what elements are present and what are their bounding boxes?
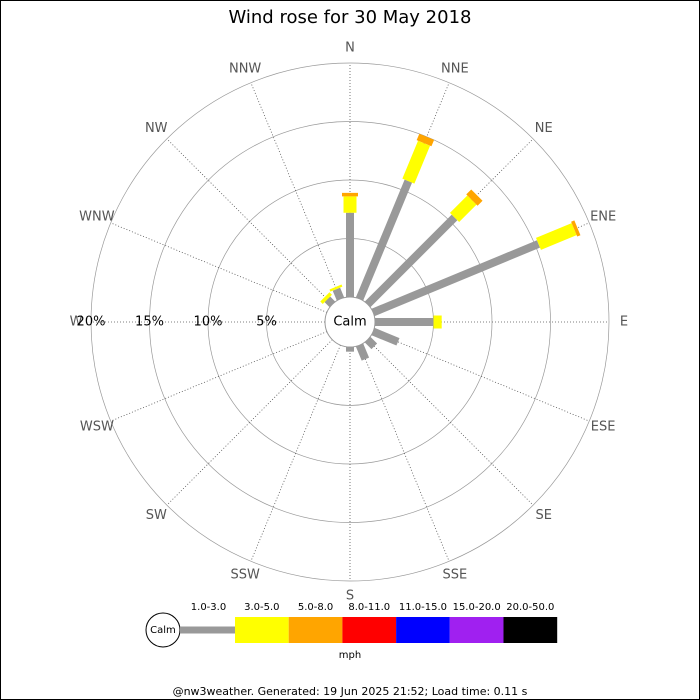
ring-label: 5%	[256, 315, 277, 330]
radial-line	[250, 344, 341, 562]
legend-swatch	[396, 617, 450, 643]
wind-segment	[332, 287, 345, 301]
wind-segment	[346, 347, 354, 352]
direction-label: NNW	[229, 61, 261, 76]
radial-line	[110, 331, 328, 422]
ring-label: 10%	[194, 315, 223, 330]
wind-segment	[364, 214, 458, 308]
wind-segment	[433, 315, 442, 329]
direction-label: NNE	[441, 61, 469, 76]
legend-label: 1.0-3.0	[191, 602, 226, 613]
radial-line	[250, 82, 341, 300]
radial-line	[372, 331, 590, 422]
radial-line	[110, 222, 328, 313]
direction-label: SW	[146, 508, 167, 523]
wind-segment	[346, 212, 354, 297]
wind-segment	[371, 327, 400, 346]
wind-segment	[535, 223, 577, 250]
direction-label: S	[346, 589, 354, 604]
direction-label: ENE	[590, 210, 616, 225]
wind-segment	[402, 140, 431, 184]
legend-label: 11.0-15.0	[399, 602, 447, 613]
legend-swatch	[449, 617, 504, 643]
calm-label: Calm	[333, 315, 366, 330]
wind-segment	[343, 196, 357, 213]
direction-label: WSW	[80, 419, 114, 434]
grid-ring	[90, 62, 610, 582]
wind-segment	[329, 284, 343, 292]
wind-segment	[342, 192, 358, 197]
wind-segment	[375, 318, 434, 326]
direction-label: ESE	[591, 419, 616, 434]
direction-label: N	[345, 41, 355, 56]
direction-label: SSW	[230, 568, 260, 583]
legend-calm-label: Calm	[150, 625, 176, 636]
direction-label: SE	[536, 508, 552, 523]
wind-segment	[466, 189, 483, 206]
radial-line	[367, 339, 534, 506]
wind-segment	[571, 220, 581, 237]
legend-swatch	[342, 617, 397, 643]
ring-label: 15%	[135, 315, 164, 330]
ring-label: 20%	[77, 315, 106, 330]
legend-label: 20.0-50.0	[506, 602, 554, 613]
radial-line	[166, 339, 333, 506]
legend-swatch	[503, 617, 558, 643]
chart-title: Wind rose for 30 May 2018	[229, 7, 472, 28]
direction-label: W	[70, 315, 83, 330]
legend-swatch	[235, 617, 289, 643]
wind-segment	[416, 133, 435, 147]
legend-label: 3.0-5.0	[244, 602, 279, 613]
footer: @nw3weather. Generated: 19 Jun 2025 21:5…	[173, 685, 528, 698]
radial-line	[359, 344, 450, 562]
grid-ring	[149, 121, 551, 523]
wind-segment	[449, 195, 477, 223]
legend-label: 15.0-20.0	[453, 602, 501, 613]
wind-segment	[324, 296, 336, 308]
wind-segment	[371, 240, 541, 317]
legend-label: 5.0-8.0	[298, 602, 333, 613]
legend-swatch	[288, 617, 343, 643]
wind-segment	[355, 343, 370, 361]
calm-circle	[324, 296, 376, 348]
wind-segment	[320, 292, 332, 304]
direction-label: SSE	[442, 568, 467, 583]
direction-label: WNW	[79, 210, 115, 225]
direction-label: NW	[145, 121, 168, 136]
wind-segment	[355, 179, 413, 301]
radial-line	[166, 138, 333, 305]
legend-label: 8.0-11.0	[348, 602, 390, 613]
direction-label: NE	[535, 121, 553, 136]
legend-swatch	[180, 626, 235, 634]
legend-unit: mph	[339, 650, 361, 661]
direction-label: E	[620, 315, 628, 330]
